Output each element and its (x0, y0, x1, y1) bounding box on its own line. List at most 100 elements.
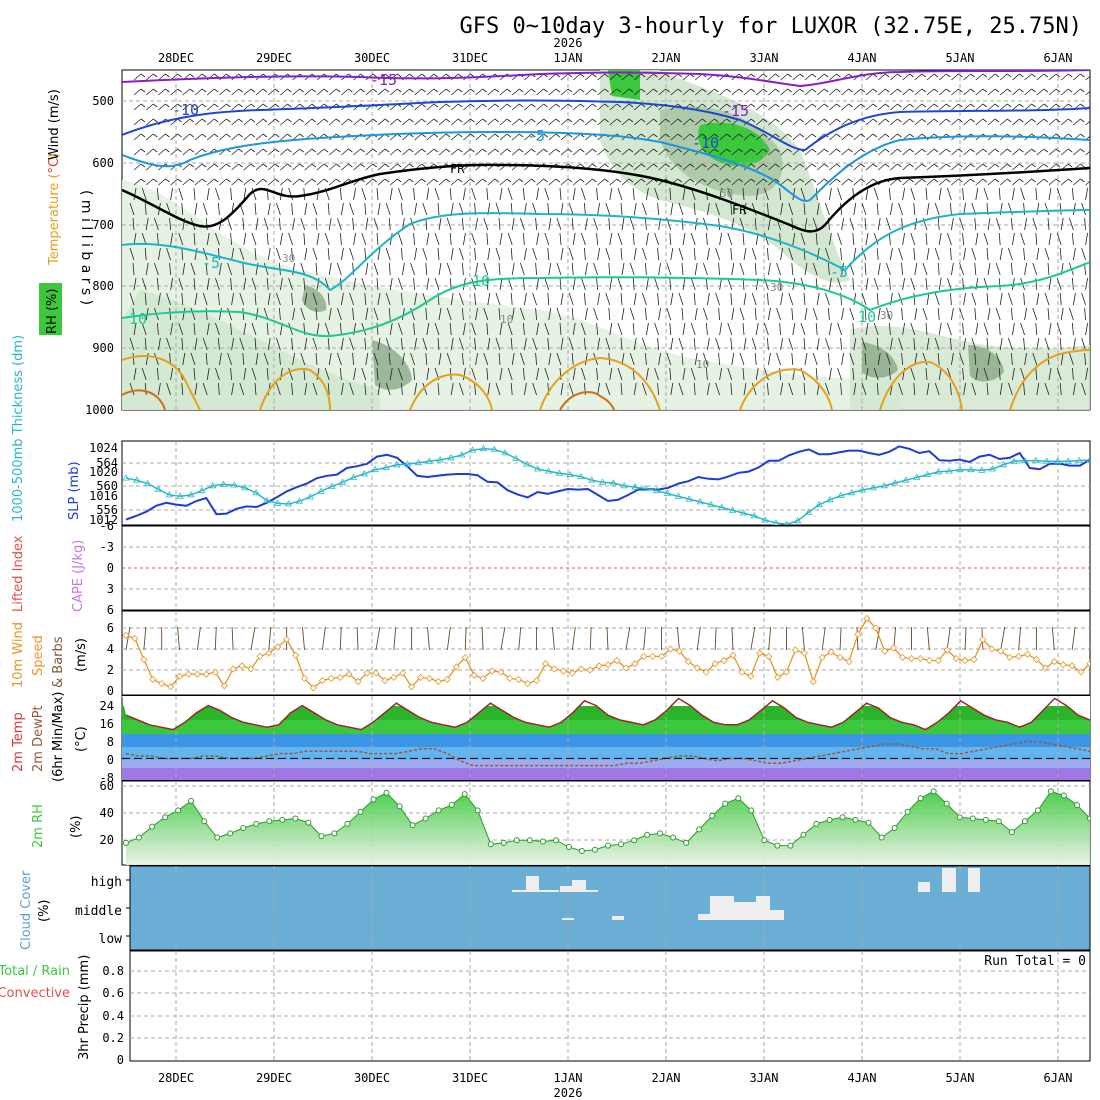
wind-barb-1447 (726, 118, 731, 123)
wind-barb-1718 (829, 133, 837, 141)
wind-barb-1341 (666, 262, 672, 276)
wind-barb-133 (189, 163, 195, 168)
wind-barb-2189 (1008, 382, 1013, 396)
wind-barb-2026 (947, 187, 952, 201)
temp2m-label-2: 2m DewPt (31, 705, 46, 772)
wind-barb-695 (421, 103, 426, 108)
wind-barb-876 (487, 118, 496, 126)
wind-barb-1685 (823, 103, 829, 108)
wind-barb-1425 (714, 178, 719, 183)
wind-barb-233 (218, 292, 220, 306)
wind-barb-308 (255, 133, 264, 141)
wind-barb-998 (536, 133, 544, 141)
wind-barb-563 (349, 292, 354, 306)
wind-barb-2178 (1011, 217, 1013, 231)
wind-barb-1866 (890, 118, 898, 126)
wind-barb-144 (182, 307, 186, 321)
wind-barb-1750 (841, 148, 849, 156)
wind-barb-669 (409, 133, 414, 138)
wind-barb-207 (205, 352, 208, 366)
wind10m-barb-82 (856, 626, 859, 651)
wind-barb-920 (495, 247, 501, 261)
thickness-point-69 (869, 484, 878, 491)
wind10m-point-33 (417, 673, 425, 681)
wind-barb-590 (364, 247, 367, 261)
wind-barb-211 (226, 73, 231, 78)
wind-barb-1198 (609, 367, 613, 381)
wind10m-barb-36 (446, 626, 451, 651)
wind-barb-964 (524, 103, 532, 111)
wind-barb-1749 (848, 133, 853, 138)
wind-barb-843 (482, 88, 487, 93)
temp2m-tick-3: 0 (107, 753, 114, 767)
slp-tick-3: 1012 (89, 513, 118, 527)
wind-barb-1096 (572, 187, 576, 201)
wind-barb-691 (421, 73, 426, 78)
rh2m-point-65 (969, 815, 976, 822)
wind-barb-2283 (1067, 88, 1073, 93)
wind-barb-2213 (1023, 292, 1025, 306)
wind-barb-2033 (950, 292, 952, 306)
wind-barb-0 (133, 73, 142, 81)
wind-barb-1100 (568, 247, 574, 261)
contour-labels: -15 -15 -10 -10 -5 FR FR -5 -5 10 10 10 … (129, 71, 893, 371)
wind-barb-2363 (1081, 292, 1086, 306)
wind-barb-333 (274, 88, 280, 93)
lifted-index-axis-label: Lifted Index (11, 535, 26, 612)
wind-barb-844 (475, 103, 483, 111)
wind-barb-125 (189, 103, 195, 108)
temp2m-tick-2: 8 (107, 735, 114, 749)
wind-barb-1000 (536, 148, 544, 156)
wind-barb-1835 (884, 103, 890, 108)
wind-barb-680 (401, 247, 403, 261)
wind-barb-64 (158, 103, 166, 111)
wind-barb-728 (426, 133, 435, 141)
wind-barb-824 (463, 178, 471, 186)
wind-barb-2271 (1047, 262, 1050, 276)
wind-barb-928 (499, 367, 503, 381)
wind-barb-2037 (951, 352, 954, 366)
wind-barb-110 (166, 247, 171, 261)
wind-barb-1169 (597, 382, 600, 396)
wind-barb-1715 (836, 103, 841, 108)
wind10m-point-67 (720, 656, 728, 665)
wind-barb-1730 (825, 247, 830, 261)
wind-barb-1109 (568, 382, 574, 396)
wind-barb-939 (518, 133, 524, 138)
wind10m-barb-50 (571, 626, 576, 651)
wind-barb-1249 (632, 232, 635, 246)
wind-barb-754 (438, 103, 447, 111)
wind-barb-1370 (678, 247, 684, 261)
wind-barb-11 (140, 148, 146, 153)
wind-barb-245 (238, 103, 243, 108)
wind-barb-818 (463, 133, 471, 141)
wind10m-point-5 (167, 683, 175, 691)
top-date-0: 28DEC (158, 51, 194, 65)
thickness-point-57 (739, 509, 748, 516)
wind-barb-1432 (706, 277, 708, 291)
wind-barb-1251 (629, 262, 635, 276)
wind-barb-1048 (544, 367, 550, 381)
wind-barb-909 (506, 133, 512, 138)
wind-barb-104 (170, 178, 178, 186)
wind-barb-1911 (901, 262, 903, 276)
wind-barb-2145 (1006, 178, 1012, 183)
rh2m-point-0 (123, 839, 129, 846)
wind-barb-1920 (914, 73, 923, 81)
wind-barb-1097 (568, 202, 574, 216)
wind-barb-1484 (731, 178, 740, 186)
wind-barb-2058 (959, 217, 964, 231)
wind-barb-580 (365, 148, 374, 156)
wind-barb-303 (262, 88, 268, 93)
wind-barb-1 (140, 73, 146, 78)
wind-barb-80 (158, 247, 161, 261)
wind-barb-1516 (742, 187, 745, 201)
wind-barb-1584 (768, 307, 771, 321)
wind-barb-697 (421, 118, 426, 123)
cloud-grid (126, 866, 1059, 950)
wind-barb-2355 (1093, 179, 1097, 182)
wind-barb-893 (487, 292, 491, 306)
wind10m-barb-52 (589, 626, 592, 651)
wind10m-point-0 (122, 631, 130, 639)
wind-barb-1325 (677, 103, 683, 108)
